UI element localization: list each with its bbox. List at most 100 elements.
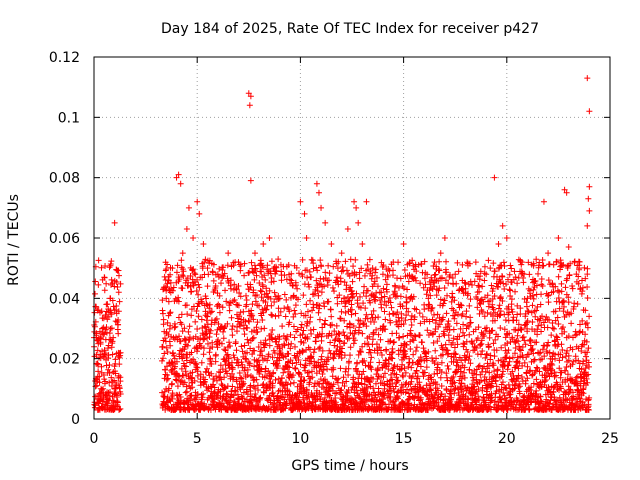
data-point: [446, 323, 453, 330]
data-point: [218, 340, 225, 347]
data-point: [314, 287, 321, 294]
data-point: [391, 362, 398, 369]
data-point: [435, 266, 442, 273]
data-point: [273, 404, 280, 411]
data-point: [387, 319, 394, 326]
data-point: [356, 394, 363, 401]
data-point: [541, 378, 548, 385]
data-point: [206, 301, 213, 308]
data-point: [535, 270, 542, 277]
data-point: [258, 288, 265, 295]
data-point: [235, 362, 242, 369]
data-point: [427, 281, 434, 288]
data-point: [299, 331, 306, 338]
data-point: [339, 379, 346, 386]
data-point: [560, 297, 567, 304]
data-point: [181, 400, 188, 407]
data-point: [303, 301, 310, 308]
data-point: [382, 362, 389, 369]
data-point: [521, 296, 528, 303]
data-point: [436, 333, 443, 340]
y-tick-label: 0.06: [49, 231, 80, 247]
chart-title: Day 184 of 2025, Rate Of TEC Index for r…: [161, 21, 539, 37]
data-point: [476, 273, 483, 280]
data-point: [399, 303, 406, 310]
data-point: [519, 362, 526, 369]
data-point: [512, 345, 519, 352]
data-point: [200, 351, 207, 358]
data-point: [304, 335, 311, 342]
data-point: [108, 374, 115, 381]
data-point: [465, 290, 472, 297]
data-point: [444, 292, 451, 299]
data-point: [478, 377, 485, 384]
data-point: [467, 314, 474, 321]
data-point: [372, 266, 379, 273]
data-point: [462, 280, 469, 287]
data-point: [231, 296, 238, 303]
data-point: [544, 349, 551, 356]
data-point: [175, 294, 182, 301]
data-point: [117, 349, 124, 356]
data-point: [164, 375, 171, 382]
data-point: [559, 298, 566, 305]
data-point: [203, 365, 210, 372]
data-point: [105, 345, 112, 352]
data-point: [300, 339, 307, 346]
data-point: [373, 396, 380, 403]
data-point: [308, 368, 315, 375]
data-point: [262, 299, 269, 306]
data-point: [484, 292, 491, 299]
data-point: [215, 337, 222, 344]
data-point: [568, 320, 575, 327]
data-point: [292, 311, 299, 318]
data-point: [173, 358, 180, 365]
data-point: [400, 320, 407, 327]
data-point: [183, 388, 190, 395]
data-point: [363, 198, 370, 205]
data-point: [109, 338, 116, 345]
data-point: [359, 343, 366, 350]
data-point: [91, 290, 98, 297]
data-point: [465, 396, 472, 403]
data-point: [198, 298, 205, 305]
data-point: [496, 312, 503, 319]
data-point: [548, 406, 555, 413]
data-point: [520, 334, 527, 341]
data-point: [350, 323, 357, 330]
data-point: [537, 393, 544, 400]
data-point: [525, 308, 532, 315]
data-point: [166, 397, 173, 404]
data-point: [497, 294, 504, 301]
data-point: [244, 366, 251, 373]
data-point: [569, 361, 576, 368]
data-point: [388, 349, 395, 356]
data-point: [191, 395, 198, 402]
data-point: [483, 324, 490, 331]
data-point: [461, 364, 468, 371]
data-point: [419, 313, 426, 320]
data-point: [335, 375, 342, 382]
data-point: [533, 307, 540, 314]
data-point: [268, 334, 275, 341]
data-point: [516, 390, 523, 397]
data-point: [329, 284, 336, 291]
data-point: [550, 288, 557, 295]
data-point: [497, 308, 504, 315]
data-point: [360, 289, 367, 296]
data-point: [490, 285, 497, 292]
data-point: [533, 256, 540, 263]
data-point: [354, 297, 361, 304]
data-point: [106, 379, 113, 386]
data-point: [412, 263, 419, 270]
data-point: [416, 332, 423, 339]
data-point: [451, 386, 458, 393]
data-point: [91, 399, 98, 406]
data-point: [584, 379, 591, 386]
data-point: [345, 365, 352, 372]
data-point: [114, 284, 121, 291]
data-point: [483, 271, 490, 278]
data-point: [427, 386, 434, 393]
data-point: [113, 303, 120, 310]
data-point: [583, 375, 590, 382]
